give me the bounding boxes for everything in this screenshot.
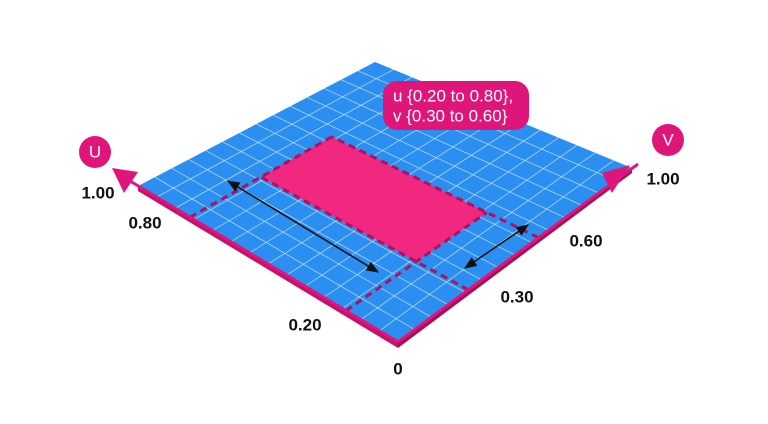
v-axis-name: V — [662, 130, 674, 149]
origin-label: 0 — [393, 359, 402, 378]
grid-line — [307, 97, 566, 219]
grid-line — [174, 76, 412, 209]
u-badge — [79, 136, 111, 168]
v-tick-label: 0.30 — [500, 287, 533, 306]
u-end-label: 1.00 — [81, 183, 114, 202]
u-range-arrow — [226, 180, 380, 273]
callout-text: u {0.20 to 0.80}, — [393, 86, 513, 105]
labels: U V 1.00 1.00 0.80 0.20 0 0.30 0.60 u {0… — [79, 81, 684, 378]
range-guide — [345, 211, 488, 313]
grid-line — [156, 69, 394, 198]
callout-text: v {0.30 to 0.60} — [393, 106, 508, 125]
u-arrowhead — [112, 168, 138, 193]
u-tick-label: 0.20 — [288, 315, 321, 334]
v-badge — [652, 124, 684, 156]
u-tick-label: 0.80 — [128, 213, 161, 232]
v-tick-label: 0.60 — [569, 231, 602, 250]
grid-line — [324, 88, 583, 206]
v-range-arrow — [463, 224, 530, 269]
v-arrowhead — [602, 165, 630, 193]
v-end-label: 1.00 — [646, 169, 679, 188]
plane — [112, 62, 639, 348]
u-axis-name: U — [89, 142, 101, 161]
range-guide — [189, 135, 333, 219]
grid-line — [290, 105, 549, 231]
callout-box — [383, 81, 529, 130]
range-guide — [331, 135, 540, 239]
